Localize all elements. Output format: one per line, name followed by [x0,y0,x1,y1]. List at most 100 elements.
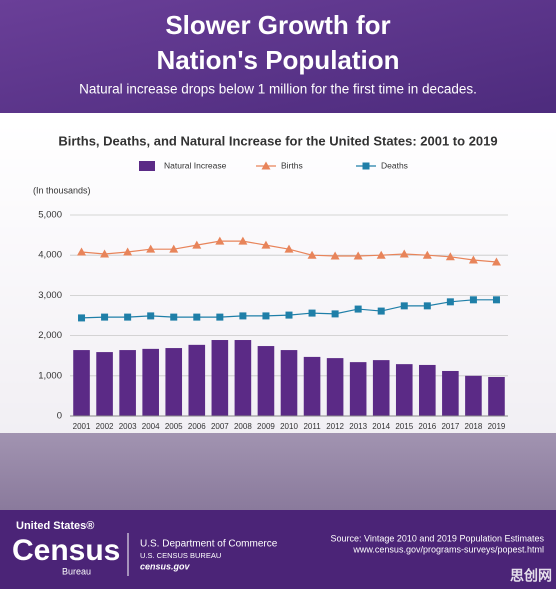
point [468,255,478,264]
bar [419,364,436,416]
point [170,313,178,321]
bar [142,348,159,416]
bar [257,346,275,416]
logo-bottom: Bureau [62,566,91,576]
y-axis-label: (In thousands) [33,185,91,195]
point [123,247,133,256]
x-tick-label: 2019 [488,422,506,431]
bar [188,344,206,416]
point [146,244,156,253]
bar [234,340,252,416]
logo-main: Census [12,534,120,567]
header-title: Nation's Population [156,45,399,75]
y-tick-label: 5,000 [38,210,62,221]
x-tick-label: 2010 [280,422,298,431]
header-subtitle: Natural increase drops below 1 million f… [79,82,477,97]
point [491,257,501,266]
bar [96,352,113,416]
header-band [0,0,556,113]
point [400,302,408,310]
point [330,251,340,260]
x-tick-label: 2008 [234,422,252,431]
x-tick-label: 2015 [395,422,413,431]
y-tick-label: 0 [57,411,62,422]
bar [280,350,298,416]
point [331,310,339,318]
point [354,305,362,313]
bar [395,364,413,416]
bar [326,358,344,416]
department: U.S. Department of Commerce [140,539,278,550]
x-tick-label: 2007 [211,422,229,431]
point [285,311,293,319]
source-url: www.census.gov/programs-surveys/popest.h… [352,544,544,554]
legend-label: Births [281,160,303,170]
point [284,244,294,253]
y-tick-label: 3,000 [38,290,62,301]
point [100,249,110,258]
point [362,162,370,170]
chart-background [0,113,556,433]
point [216,313,224,321]
bar [465,375,482,416]
legend-label: Natural Increase [164,160,227,170]
x-tick-label: 2017 [441,422,459,431]
point [423,302,431,310]
x-tick-label: 2002 [96,422,114,431]
point [307,250,317,259]
logo-top: United States® [16,520,94,532]
point [192,240,202,249]
bar [488,377,505,416]
bar [211,340,229,416]
bureau: U.S. CENSUS BUREAU [140,551,221,560]
x-tick-label: 2001 [73,422,91,431]
point [353,251,363,260]
point [124,313,132,321]
y-tick-label: 4,000 [38,250,62,261]
point [261,161,271,170]
point [469,296,477,304]
point [262,312,270,320]
point [377,307,385,315]
point [101,313,109,321]
bar [119,350,136,416]
x-tick-label: 2006 [188,422,206,431]
point [215,236,225,245]
point [238,236,248,245]
bar [165,348,183,416]
bar [73,350,90,416]
x-tick-label: 2014 [372,422,390,431]
plot: 0 1,000 2,000 3,000 4,000 5,000 2001 2002 2003 20… [38,160,508,431]
point [492,296,500,304]
footer-band [0,510,556,589]
website: census.gov [140,561,191,571]
bar [442,370,459,416]
point [446,298,454,306]
y-tick-label: 2,000 [38,330,62,341]
point [77,247,87,256]
x-tick-label: 2005 [165,422,183,431]
source: Source: Vintage 2010 and 2019 Population… [331,533,545,543]
bar [349,362,367,416]
point [193,313,201,321]
point [376,250,386,259]
x-tick-label: 2018 [465,422,483,431]
x-tick-label: 2013 [349,422,367,431]
bar [372,360,390,416]
x-tick-label: 2009 [257,422,275,431]
x-tick-label: 2012 [326,422,344,431]
point [445,252,455,261]
x-tick-label: 2016 [418,422,436,431]
header-title: Slower Growth for [165,10,390,40]
point [308,309,316,317]
legend-swatch [139,161,155,171]
watermark: 思创网 [510,568,552,584]
x-tick-label: 2003 [119,422,137,431]
point [169,244,179,253]
x-tick-label: 2004 [142,422,160,431]
x-tick-label: 2011 [303,422,321,431]
bar [303,356,321,416]
legend-label: Deaths [381,160,408,170]
point [261,240,271,249]
